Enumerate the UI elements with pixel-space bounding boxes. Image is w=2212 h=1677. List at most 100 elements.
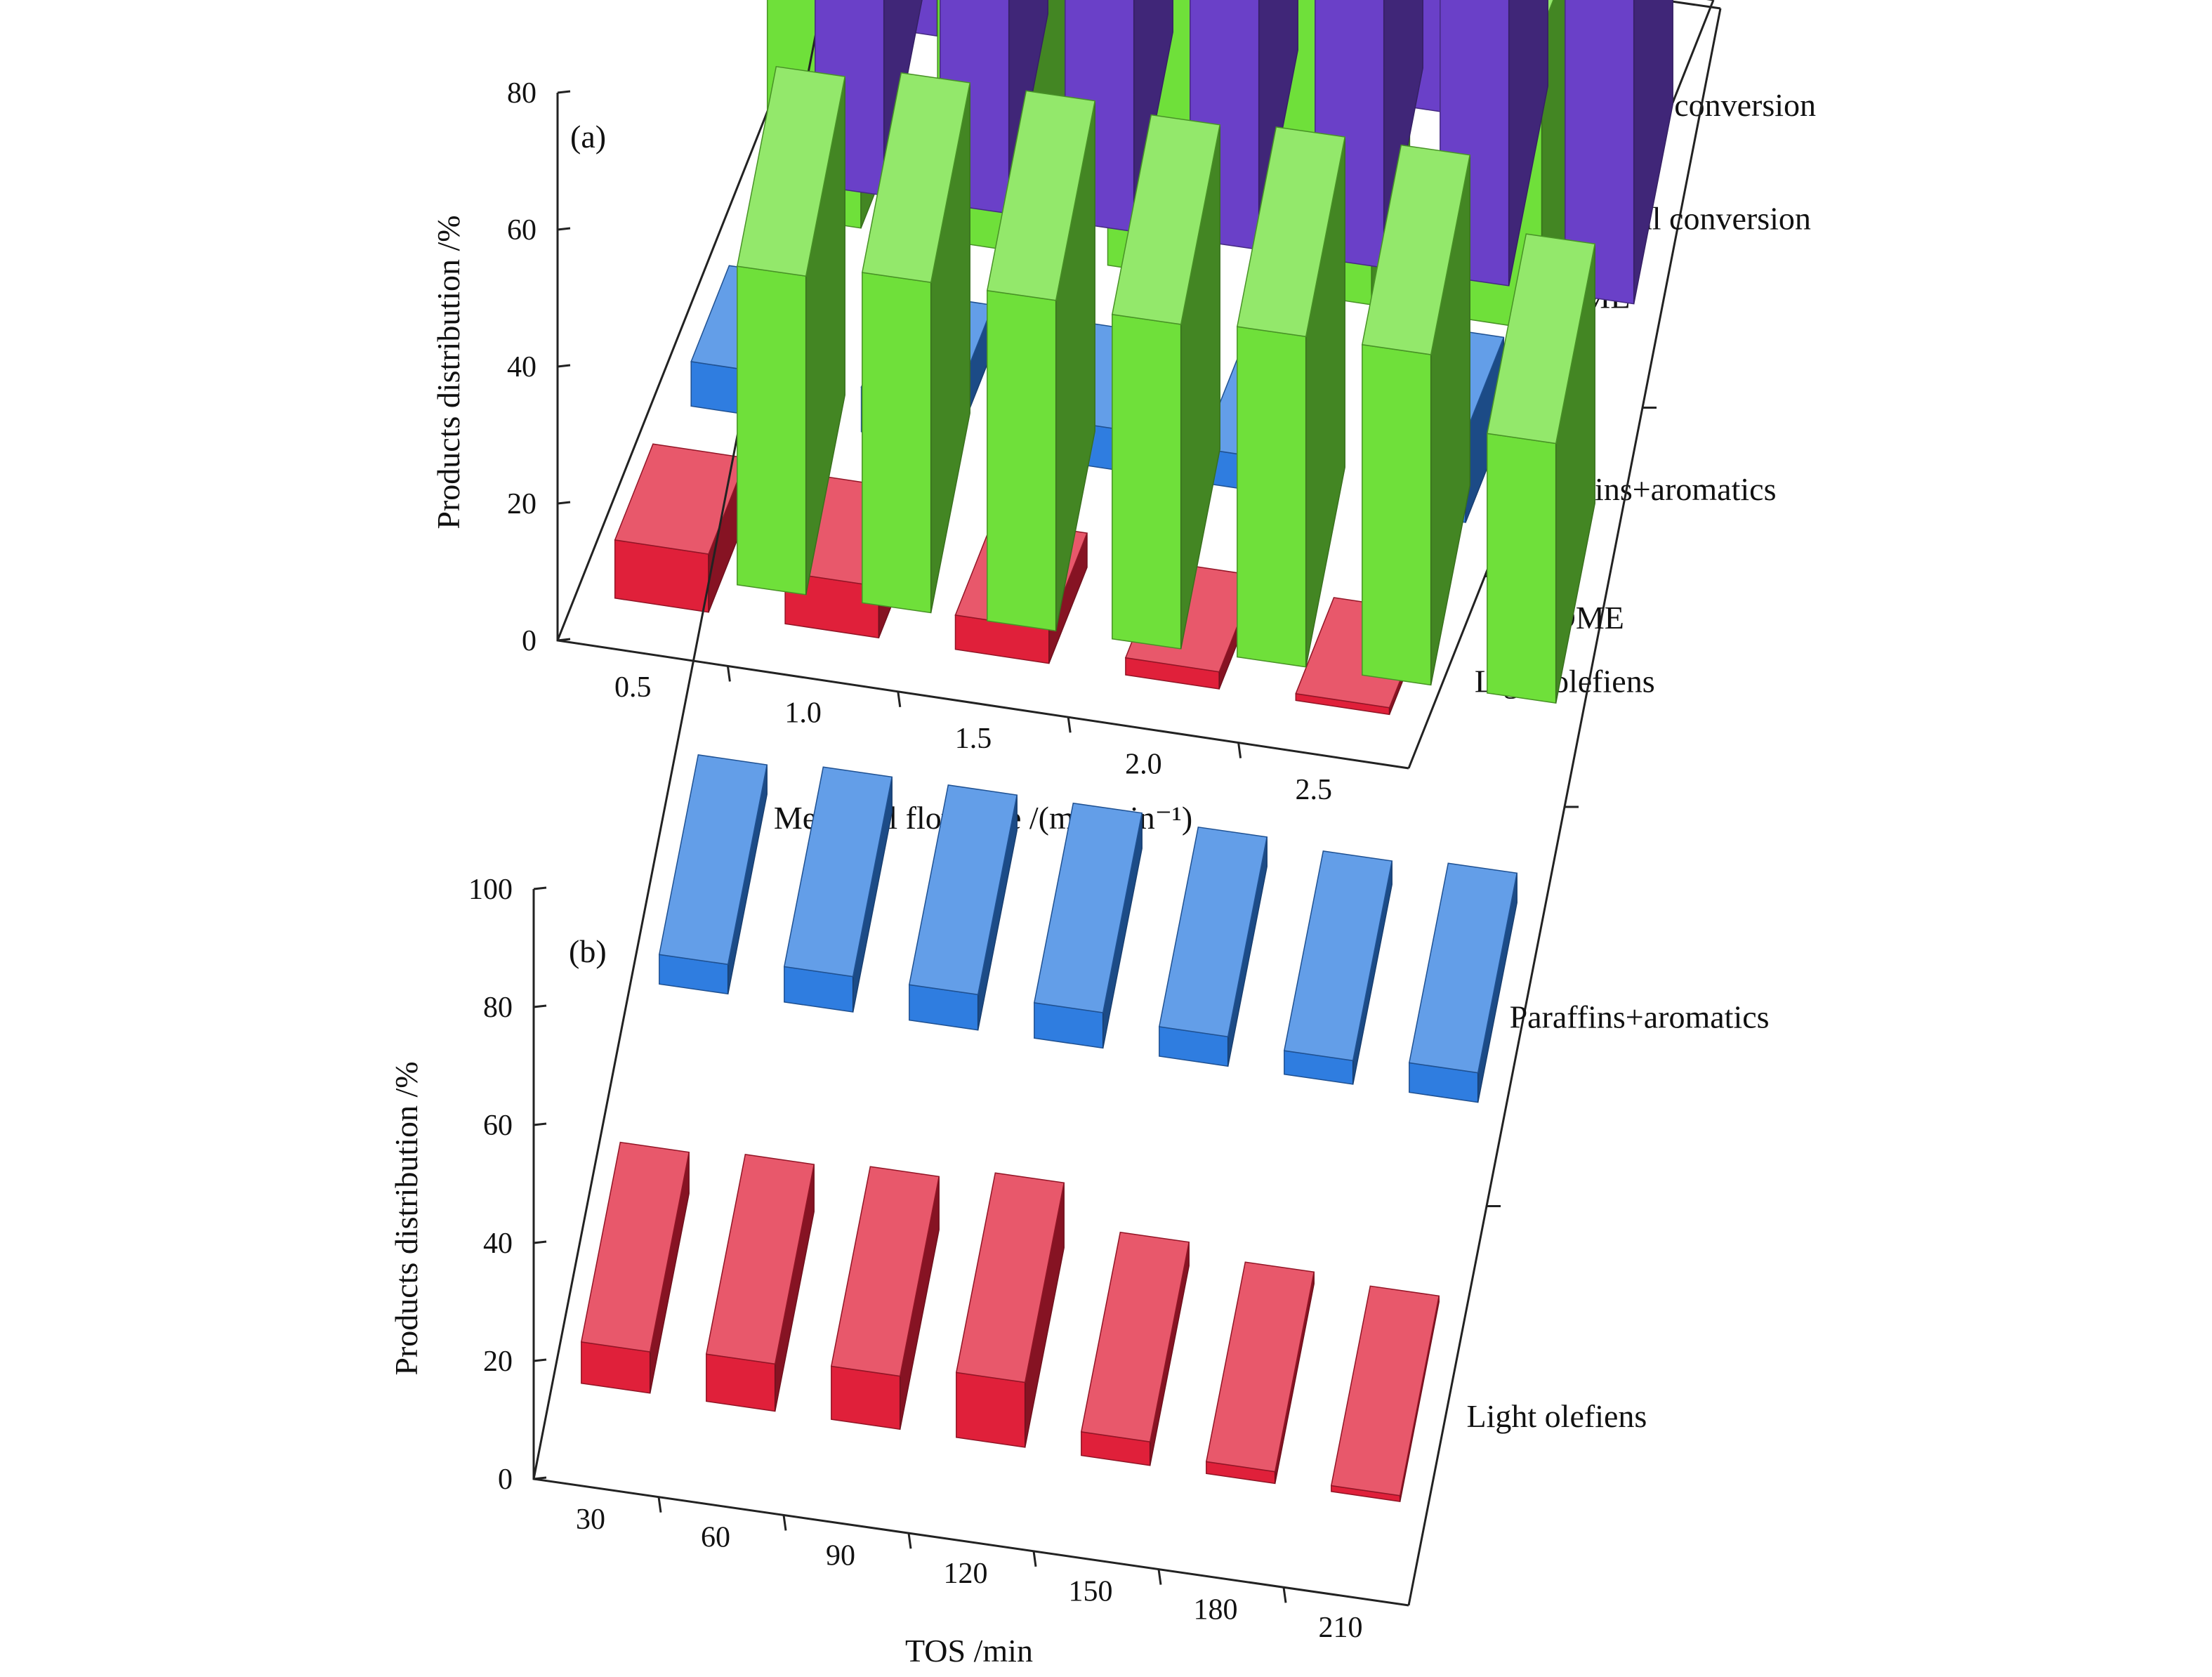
y-tick <box>533 1358 547 1362</box>
bar-dme <box>1486 233 1596 704</box>
y-tick <box>533 1004 547 1008</box>
bar-front-face <box>1487 433 1557 704</box>
x-tick-label: 90 <box>826 1539 855 1572</box>
x-axis-title: TOS /min <box>905 1633 1033 1669</box>
y-tick <box>557 501 571 505</box>
bar-front-face <box>1237 326 1307 668</box>
x-tick-label: 1.0 <box>784 697 822 730</box>
x-tick <box>1032 1551 1037 1567</box>
bar-total-conversion <box>1565 0 1673 305</box>
y-axis-title: Products distribution /% <box>430 215 466 529</box>
bar-top-face <box>783 766 893 978</box>
y-tick <box>533 886 547 890</box>
y-tick-label: 0 <box>522 625 536 657</box>
x-tick <box>897 691 902 708</box>
bar-front-face <box>737 265 807 596</box>
y-tick-label: 60 <box>507 214 536 246</box>
bar-top-face <box>861 72 971 283</box>
x-tick <box>726 666 731 682</box>
bar-front-face <box>1565 0 1635 305</box>
bar-paraffins-aromatics <box>908 784 1018 1031</box>
bar-paraffins-aromatics <box>1283 850 1393 1085</box>
bar-front-face <box>1112 313 1182 650</box>
y-tick <box>557 227 571 231</box>
bar-light-olefiens <box>705 1154 815 1412</box>
y-tick <box>533 1122 547 1126</box>
y-tick <box>557 90 571 94</box>
bar-dme <box>1361 144 1471 686</box>
bar-top-face <box>705 1154 815 1365</box>
bar-light-olefiens <box>580 1141 690 1394</box>
bar-paraffins-aromatics <box>783 766 893 1013</box>
bar-top-face <box>955 1172 1065 1383</box>
x-tick-label: 1.5 <box>955 723 992 755</box>
bar-light-olefiens <box>1330 1285 1440 1502</box>
bar-top-face <box>830 1166 940 1377</box>
bar-light-olefiens <box>1205 1261 1315 1485</box>
x-tick-label: 30 <box>576 1504 605 1536</box>
bar-side-face <box>1633 0 1673 304</box>
y-tick-label: 40 <box>483 1228 513 1260</box>
bar-top-face <box>1158 826 1268 1038</box>
bar-light-olefiens <box>1080 1231 1190 1466</box>
bar-front-face <box>831 1365 901 1431</box>
x-tick-label: 210 <box>1319 1612 1363 1644</box>
x-tick-label: 2.0 <box>1125 748 1162 780</box>
bar-top-face <box>1111 114 1221 325</box>
bar-dme <box>861 72 971 614</box>
bar-dme <box>986 90 1096 632</box>
x-tick-label: 120 <box>944 1558 988 1590</box>
bar-paraffins-aromatics <box>658 754 768 995</box>
bar-top-face <box>908 784 1018 996</box>
y-tick-label: 20 <box>483 1346 513 1378</box>
y-tick-label: 100 <box>468 874 513 906</box>
chart-panel-b: 0 20 40 60 80 100 30 60 90 120 150 180 210 Light olef… <box>388 0 1811 1669</box>
bar-dme <box>736 65 846 596</box>
bar-top-face <box>1361 144 1471 355</box>
bar-dme <box>1111 114 1221 650</box>
y-tick-label: 40 <box>507 351 536 383</box>
bar-front-face <box>1362 343 1432 686</box>
y-tick-label: 20 <box>507 488 536 520</box>
bar-top-face <box>1283 850 1393 1062</box>
bar-top-face <box>1486 233 1596 445</box>
x-tick <box>1067 716 1072 733</box>
y-tick-label: 0 <box>498 1464 513 1496</box>
bar-paraffins-aromatics <box>1033 802 1143 1049</box>
bar-top-face <box>1330 1285 1440 1497</box>
bar-top-face <box>1033 802 1143 1013</box>
y-tick <box>557 364 571 368</box>
bar-side-face <box>1508 0 1548 287</box>
y-tick <box>557 638 571 642</box>
x-tick-label: 2.5 <box>1296 774 1333 806</box>
y-tick-label: 80 <box>483 992 513 1024</box>
bar-paraffins-aromatics <box>1158 826 1268 1067</box>
y-tick <box>533 1240 547 1244</box>
series-label: Light olefiens <box>1467 1398 1647 1434</box>
bar-top-face <box>1408 862 1518 1074</box>
bar-front-face <box>987 289 1057 632</box>
bar-top-face <box>658 754 768 966</box>
panel-label: (b) <box>569 933 607 969</box>
panel-label: (a) <box>570 119 606 154</box>
bar-front-face <box>956 1372 1026 1448</box>
y-axis-title: Products distribution /% <box>388 1061 424 1375</box>
bar-light-olefiens <box>830 1166 940 1431</box>
x-tick-label: 180 <box>1194 1593 1238 1626</box>
x-tick <box>1157 1569 1162 1585</box>
y-tick <box>533 1476 547 1480</box>
x-tick <box>657 1497 662 1513</box>
bar-front-face <box>862 272 932 614</box>
x-tick <box>782 1515 787 1531</box>
x-tick-label: 60 <box>701 1522 730 1554</box>
series-label: Paraffins+aromatics <box>1510 999 1770 1034</box>
bar-top-face <box>580 1141 690 1353</box>
bar-top-face <box>736 65 846 277</box>
x-tick <box>1282 1587 1287 1603</box>
bar-top-face <box>1236 126 1346 338</box>
x-tick-label: 0.5 <box>614 671 652 704</box>
y-tick-label: 80 <box>507 77 536 110</box>
bar-paraffins-aromatics <box>1408 862 1518 1103</box>
bar-top-face <box>1080 1231 1190 1442</box>
